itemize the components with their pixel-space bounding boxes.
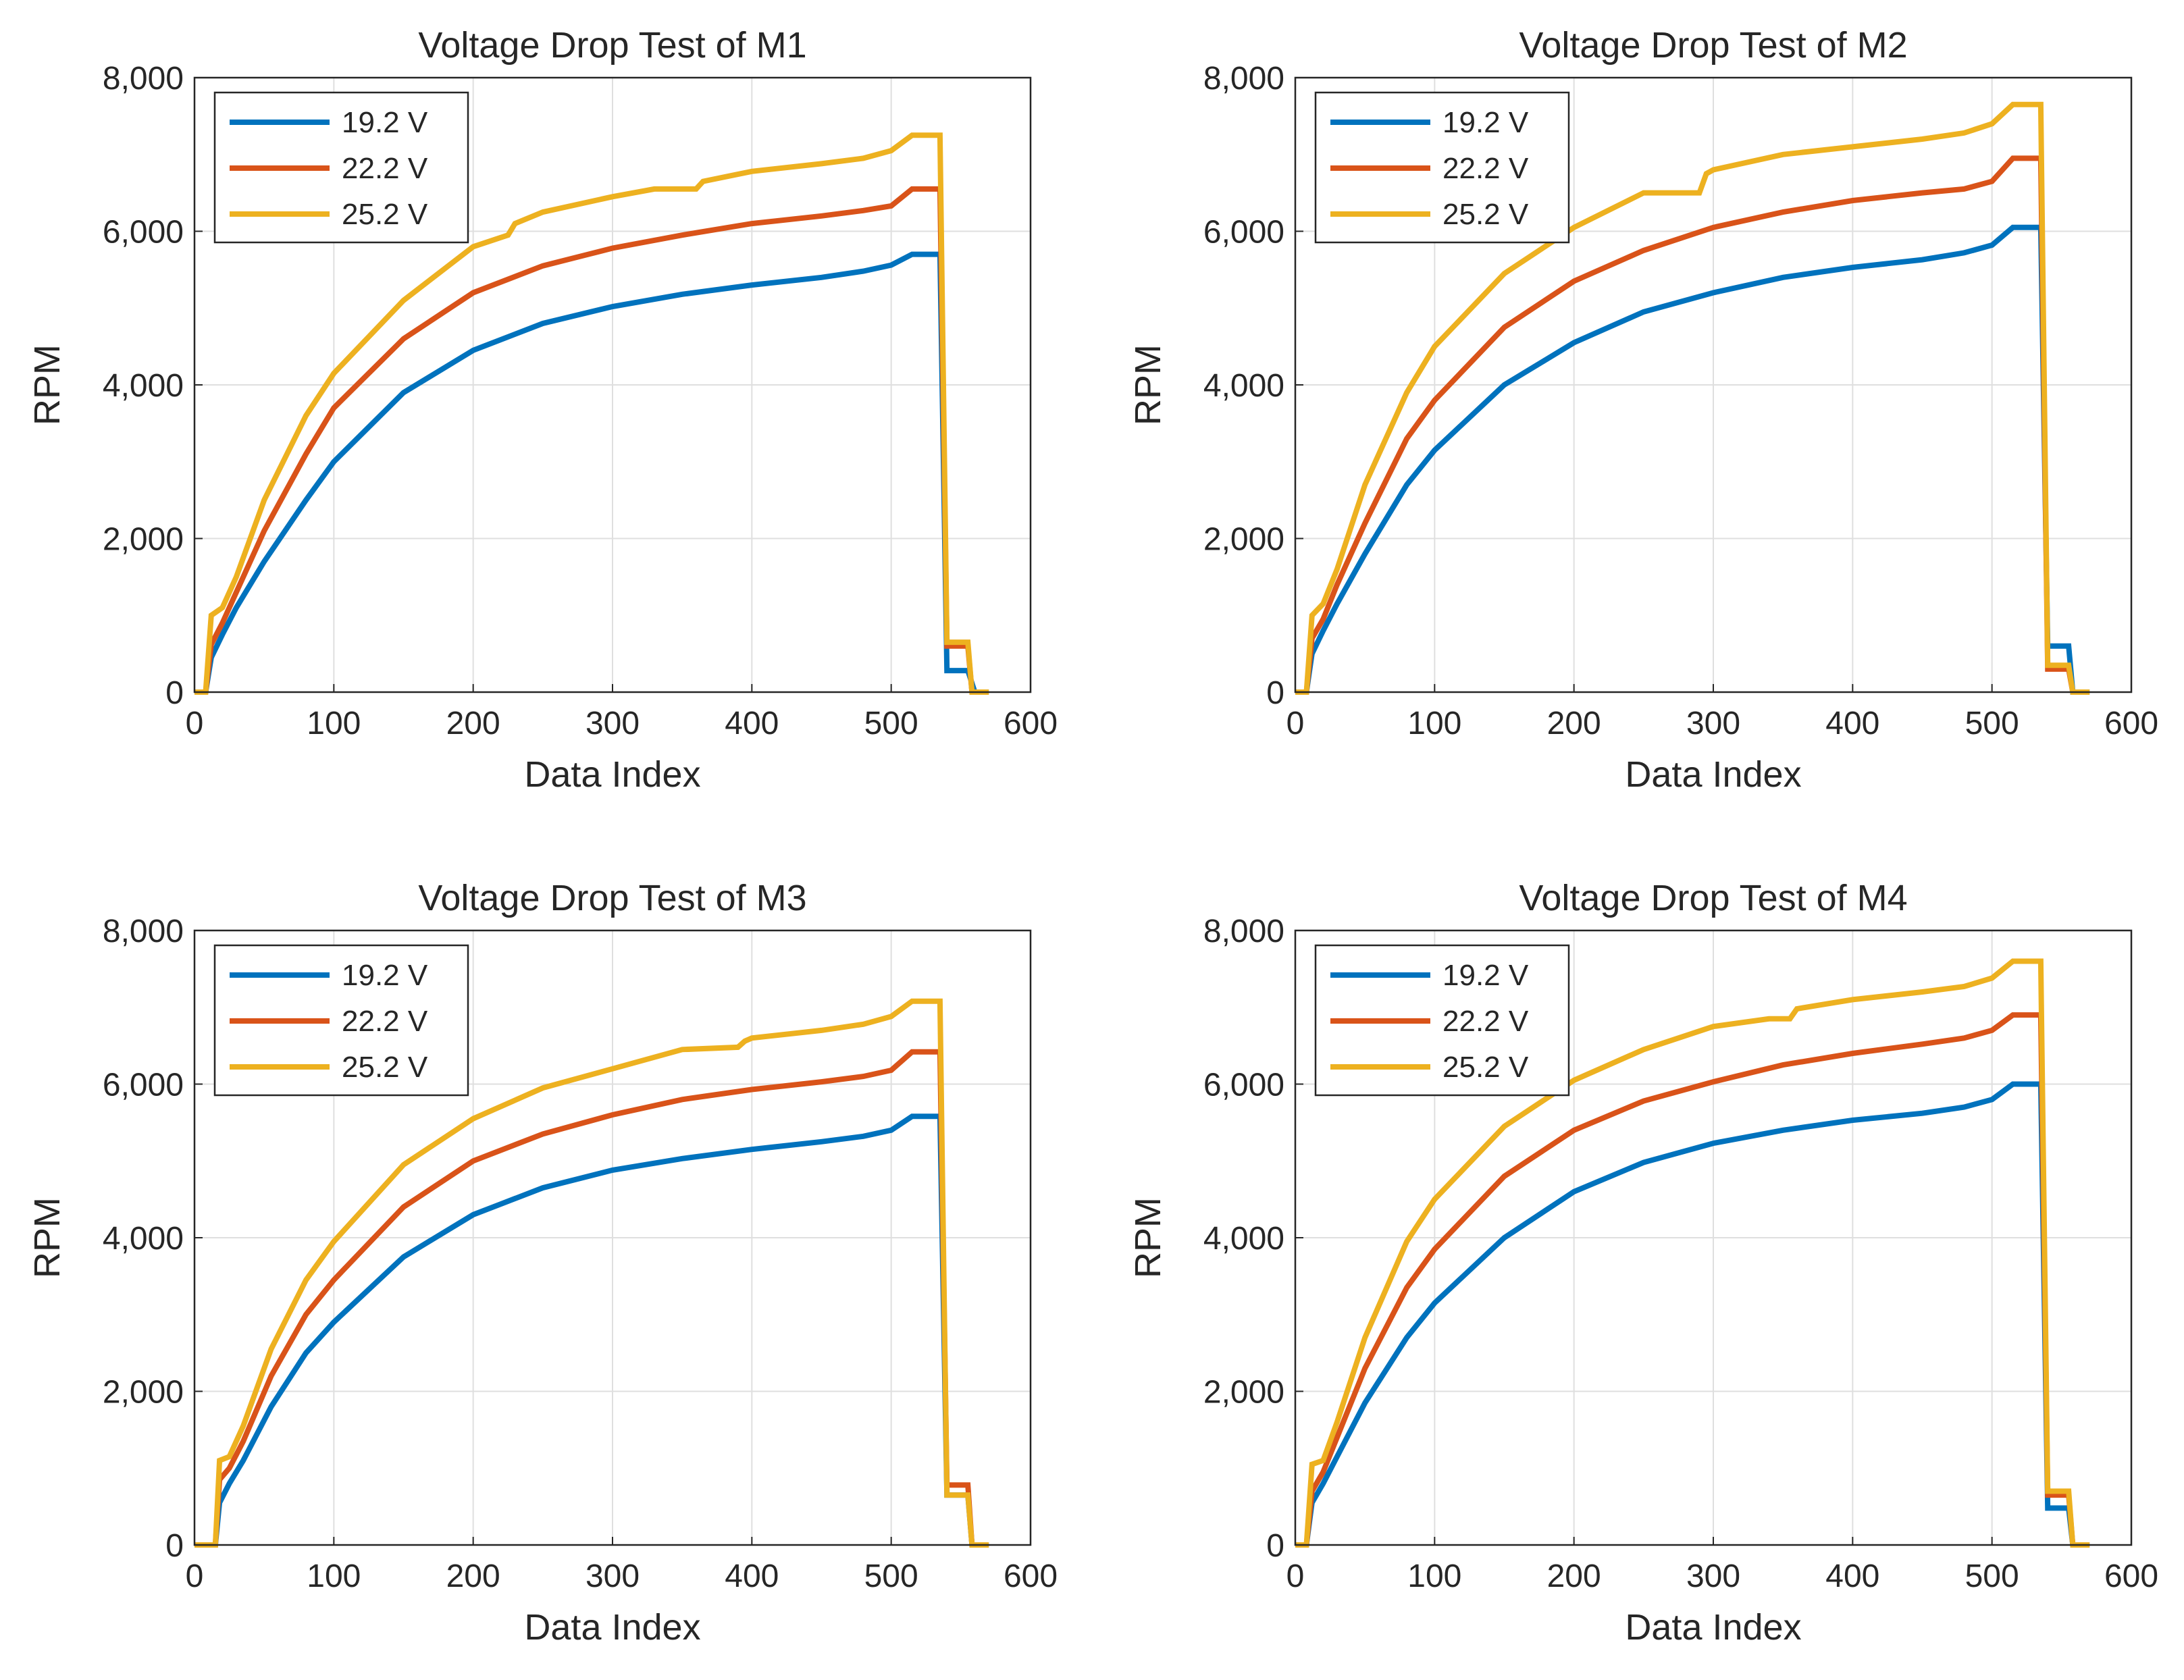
x-tick-label: 200 [446, 706, 500, 741]
y-axis-label: RPM [27, 1197, 68, 1278]
legend-label: 19.2 V [342, 106, 428, 139]
legend-label: 22.2 V [1442, 1005, 1529, 1038]
x-tick-label: 600 [2104, 706, 2158, 741]
legend-label: 25.2 V [342, 198, 428, 231]
x-tick-label: 600 [1004, 1558, 1058, 1594]
x-tick-label: 100 [1407, 706, 1461, 741]
series-line-3 [1295, 101, 2090, 695]
legend: 19.2 V 22.2 V 25.2 V [213, 91, 469, 244]
y-tick-label: 8,000 [1203, 914, 1284, 949]
x-tick-label: 100 [307, 706, 361, 741]
x-tick-label: 300 [586, 1558, 640, 1594]
chart-title: Voltage Drop Test of M3 [418, 878, 806, 918]
y-tick-label: 0 [1266, 1528, 1284, 1564]
chart-panel-1: 0 100 200 300 400 500 600 0 2,000 4,000 6,000 8,000… [27, 25, 1058, 795]
x-tick-label: 0 [1286, 706, 1305, 741]
x-tick-label: 200 [1547, 706, 1601, 741]
legend: 19.2 V 22.2 V 25.2 V [1314, 944, 1570, 1097]
y-tick-label: 8,000 [103, 61, 184, 97]
y-tick-label: 6,000 [1203, 215, 1284, 251]
y-tick-label: 4,000 [103, 1221, 184, 1257]
legend-label: 22.2 V [342, 152, 428, 185]
chart-panel-3: 0 100 200 300 400 500 600 0 2,000 4,000 6,000 8,000… [27, 878, 1058, 1648]
x-axis-label: Data Index [524, 1607, 700, 1648]
x-tick-label: 500 [864, 706, 918, 741]
x-tick-label: 200 [1547, 1558, 1601, 1594]
y-tick-label: 0 [165, 1528, 184, 1564]
axes-box [1294, 929, 2133, 1546]
y-axis-label: RPM [1128, 1197, 1168, 1278]
y-tick-label: 4,000 [1203, 1221, 1284, 1257]
legend-label: 19.2 V [1442, 959, 1529, 992]
x-tick-label: 500 [1965, 1558, 2019, 1594]
x-tick-label: 300 [1686, 706, 1740, 741]
y-tick-label: 8,000 [103, 914, 184, 949]
chart-title: Voltage Drop Test of M1 [418, 25, 806, 65]
x-tick-label: 100 [1407, 1558, 1461, 1594]
legend-label: 19.2 V [342, 959, 428, 992]
x-axis-label: Data Index [524, 754, 700, 795]
y-tick-label: 4,000 [103, 368, 184, 404]
y-tick-label: 0 [165, 675, 184, 711]
legend-label: 22.2 V [1442, 152, 1529, 185]
legend-label: 25.2 V [1442, 1051, 1529, 1084]
x-tick-label: 600 [1004, 706, 1058, 741]
y-tick-label: 6,000 [1203, 1068, 1284, 1103]
x-tick-label: 300 [586, 706, 640, 741]
y-tick-label: 0 [1266, 675, 1284, 711]
y-tick-label: 2,000 [103, 522, 184, 558]
x-tick-label: 100 [307, 1558, 361, 1594]
axes-box [1294, 76, 2133, 693]
chart-panel-2: 0 100 200 300 400 500 600 0 2,000 4,000 6,000 8,000… [1128, 25, 2158, 795]
x-tick-label: 600 [2104, 1558, 2158, 1594]
x-tick-label: 400 [725, 706, 779, 741]
y-tick-label: 6,000 [103, 215, 184, 251]
x-tick-label: 500 [1965, 706, 2019, 741]
chart-panel-4: 0 100 200 300 400 500 600 0 2,000 4,000 6,000 8,000… [1128, 878, 2158, 1648]
x-tick-label: 400 [1825, 706, 1879, 741]
x-tick-label: 0 [186, 706, 204, 741]
x-tick-label: 0 [1286, 1558, 1305, 1594]
y-tick-label: 2,000 [1203, 522, 1284, 558]
x-tick-label: 200 [446, 1558, 500, 1594]
axes-box [193, 76, 1032, 693]
x-tick-label: 300 [1686, 1558, 1740, 1594]
axes-box [193, 929, 1032, 1546]
chart-title: Voltage Drop Test of M4 [1519, 878, 1907, 918]
legend: 19.2 V 22.2 V 25.2 V [1314, 91, 1570, 244]
series-line-3 [1295, 958, 2090, 1548]
legend: 19.2 V 22.2 V 25.2 V [213, 944, 469, 1097]
y-tick-label: 2,000 [103, 1375, 184, 1411]
series-line-3 [194, 998, 989, 1548]
legend-label: 25.2 V [342, 1051, 428, 1084]
legend-label: 22.2 V [342, 1005, 428, 1038]
y-tick-label: 6,000 [103, 1068, 184, 1103]
x-tick-label: 0 [186, 1558, 204, 1594]
y-tick-label: 8,000 [1203, 61, 1284, 97]
legend-label: 25.2 V [1442, 198, 1529, 231]
x-tick-label: 500 [864, 1558, 918, 1594]
y-axis-label: RPM [1128, 344, 1168, 425]
x-axis-label: Data Index [1625, 1607, 1801, 1648]
y-tick-label: 2,000 [1203, 1375, 1284, 1411]
x-tick-label: 400 [725, 1558, 779, 1594]
chart-title: Voltage Drop Test of M2 [1519, 25, 1907, 65]
legend-label: 19.2 V [1442, 106, 1529, 139]
y-tick-label: 4,000 [1203, 368, 1284, 404]
series-line-3 [194, 132, 989, 695]
x-axis-label: Data Index [1625, 754, 1801, 795]
x-tick-label: 400 [1825, 1558, 1879, 1594]
y-axis-label: RPM [27, 344, 68, 425]
